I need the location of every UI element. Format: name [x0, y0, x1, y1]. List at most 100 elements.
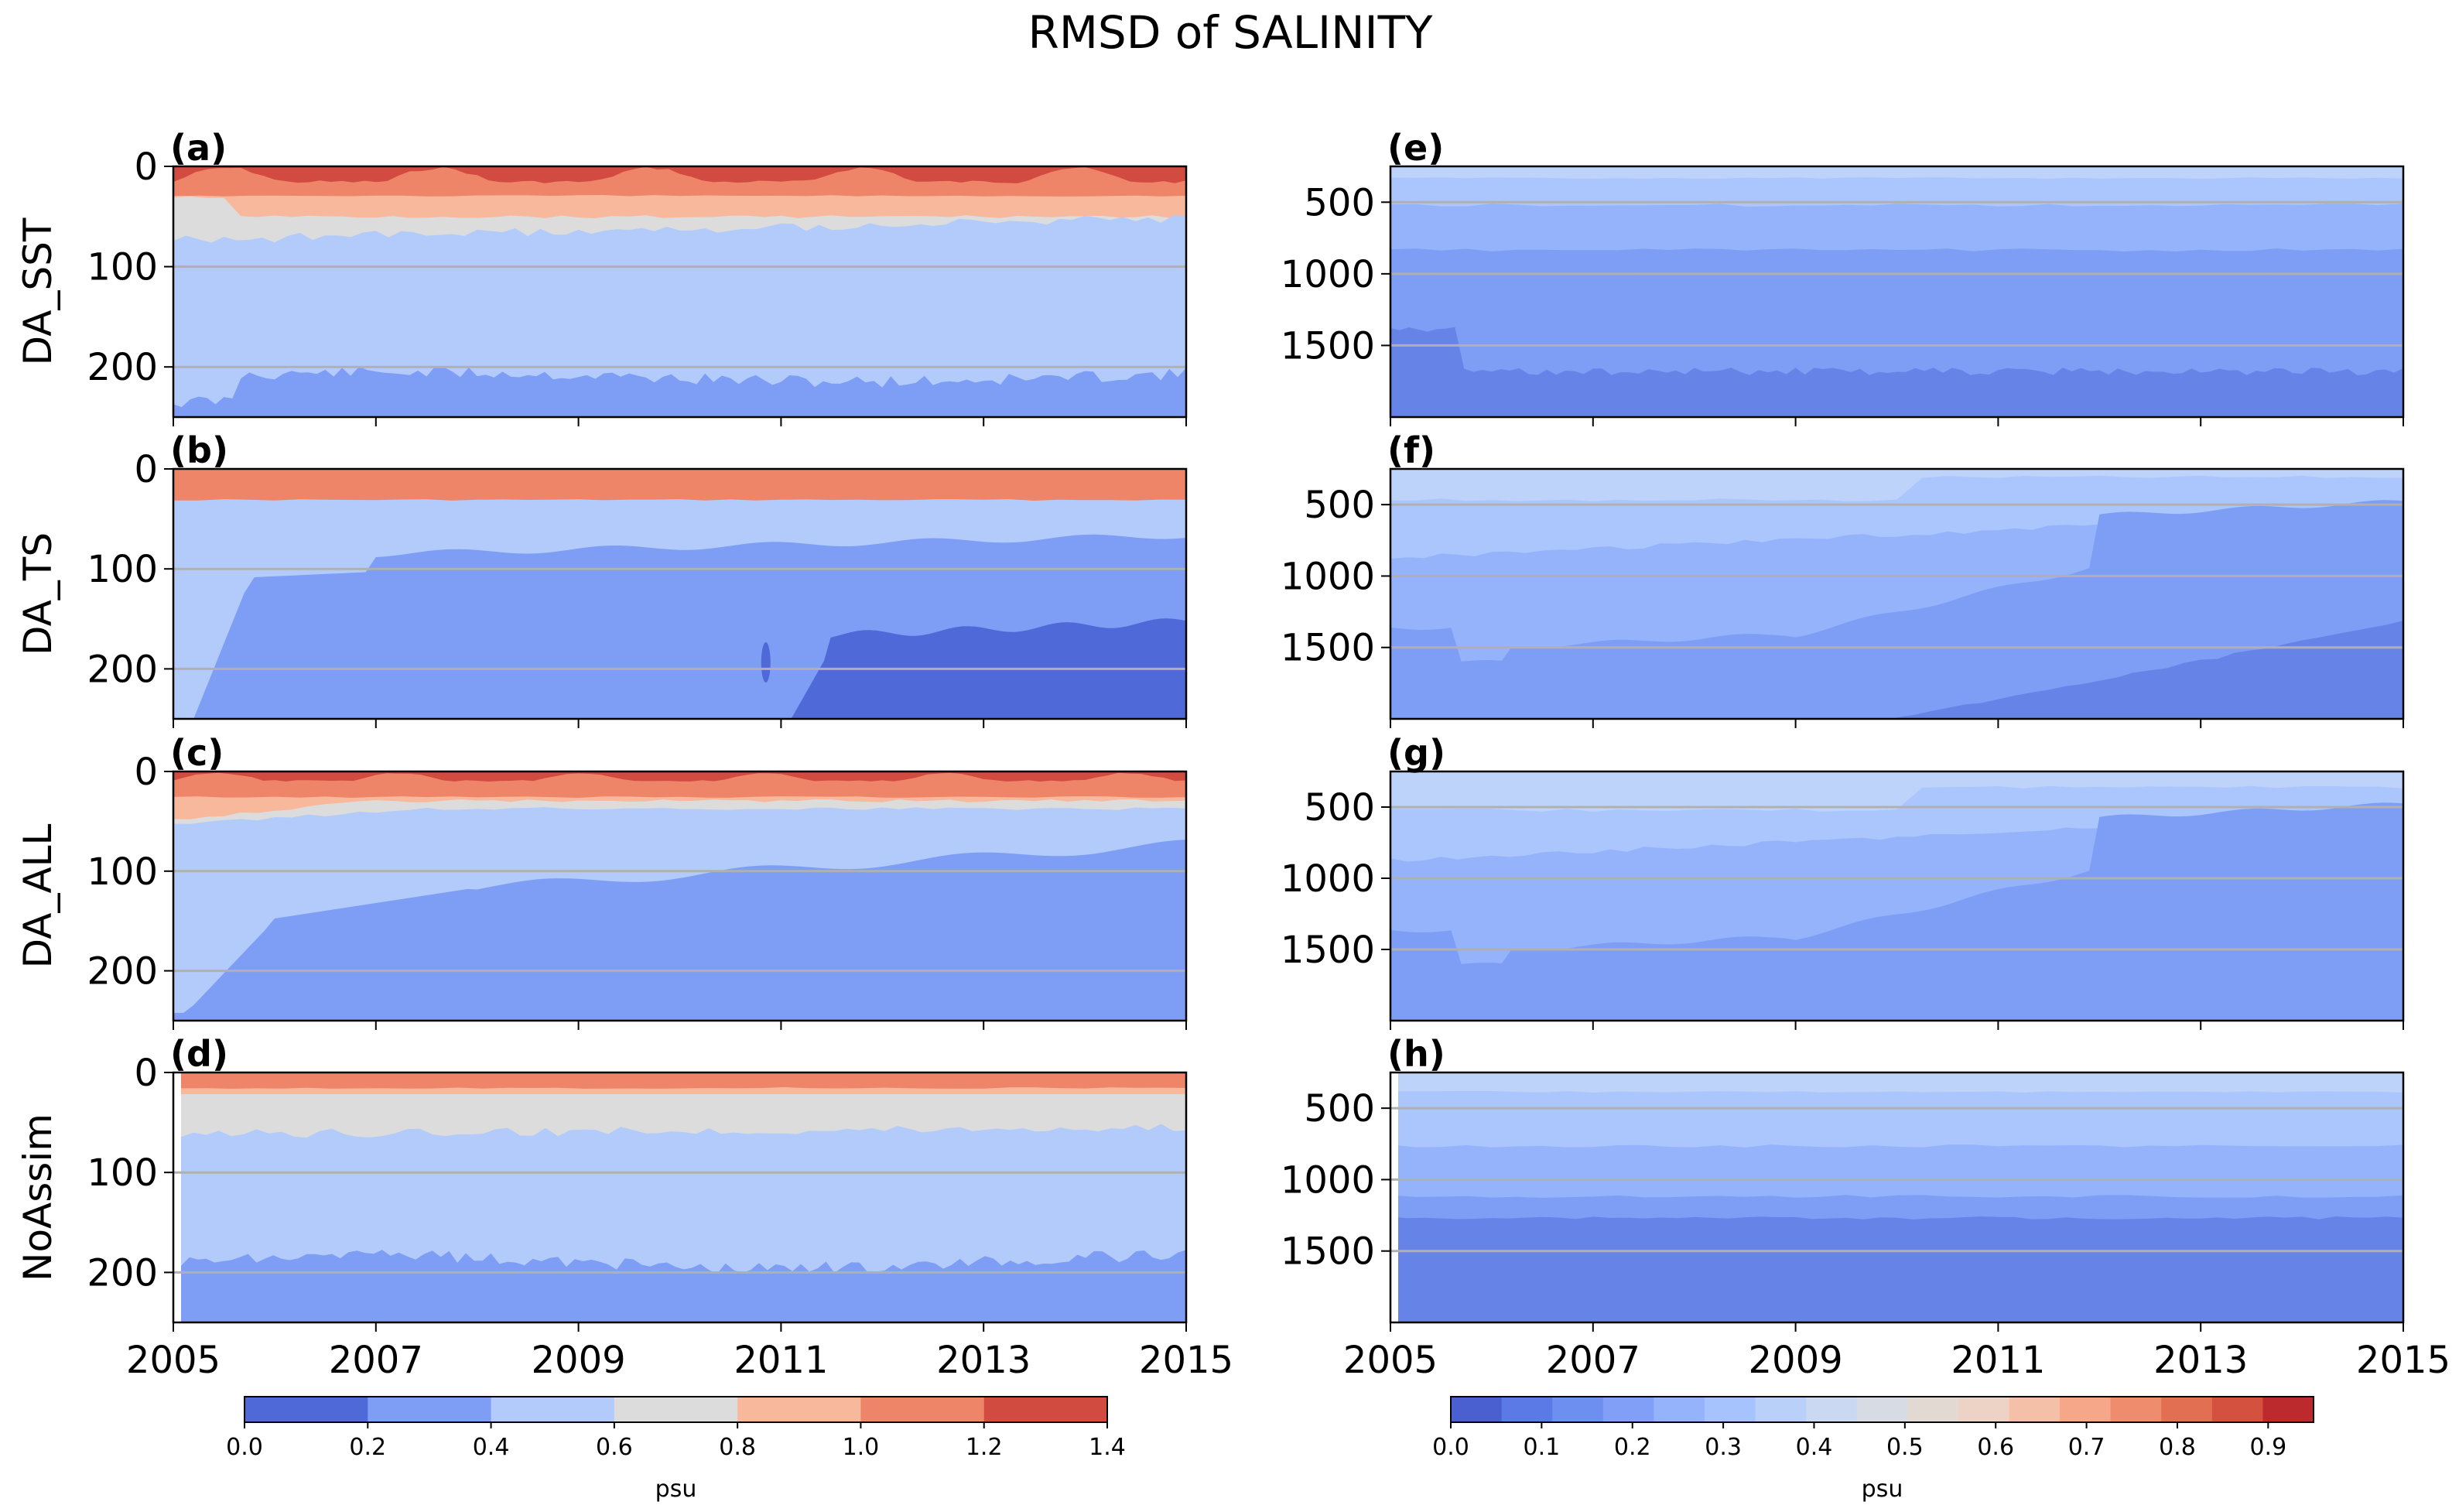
colorbar-tick-label: 0.4 [1796, 1434, 1833, 1461]
x-tick-label: 2015 [2356, 1339, 2450, 1382]
colorbar-swatch [2060, 1397, 2112, 1422]
x-tick-label: 2009 [532, 1339, 626, 1382]
band-0.20-0.25 [1390, 802, 2403, 1021]
axes-frame [1389, 1071, 2405, 1324]
row-label: DA_ALL [15, 823, 60, 968]
colorbar-swatch [1501, 1397, 1553, 1422]
panel-a: 0 100 200 (a) DA_SST [15, 127, 1188, 426]
colorbar-tick-label: 0.2 [349, 1434, 386, 1461]
colorbar-swatch [1451, 1397, 1503, 1422]
colorbar-tick-label: 0.4 [473, 1434, 510, 1461]
band-0.2-0.4 [173, 366, 1186, 417]
band-blob [761, 642, 771, 682]
panel-letter: (c) [170, 732, 224, 774]
panel-fill [173, 771, 1186, 1021]
y-tick-label: 100 [87, 1151, 158, 1195]
colorbar-swatch [368, 1397, 492, 1422]
colorbar-swatch [1602, 1397, 1654, 1422]
colorbar-swatch [1907, 1397, 1959, 1422]
panel-letter: (g) [1387, 732, 1445, 774]
row-label: DA_TS [15, 532, 60, 655]
colorbar-tick-label: 0.7 [2068, 1434, 2105, 1461]
panels: 0 100 200 (a) DA_SST 0 100 200 (b) DA_TS 0 100 200 (c… [15, 127, 2450, 1382]
panel-fill [173, 166, 1186, 417]
axes-frame [1389, 165, 2405, 419]
panel-b: 0 100 200 (b) DA_TS [15, 429, 1188, 728]
colorbar-label: psu [1862, 1476, 1903, 1503]
colorbar-tick-label: 0.2 [1614, 1434, 1651, 1461]
panel-letter: (a) [170, 127, 227, 169]
panel-fill [173, 469, 1186, 719]
colorbar-tick-label: 1.4 [1089, 1434, 1126, 1461]
colorbar-swatch [614, 1397, 738, 1422]
colorbar-swatch [860, 1397, 985, 1422]
colorbar-tick-label: 0.5 [1886, 1434, 1924, 1461]
colorbar-left: 0.0 0.2 0.4 0.6 0.8 1.0 1.2 1.4 psu [226, 1396, 1126, 1503]
y-tick-label: 200 [87, 648, 158, 691]
x-tick-label: 2013 [2153, 1339, 2248, 1382]
axes-frame [172, 165, 1188, 419]
y-tick-label: 500 [1304, 484, 1375, 527]
panel-letter: (b) [170, 429, 228, 471]
y-tick-label: 0 [134, 145, 158, 189]
y-tick-label: 0 [134, 448, 158, 491]
panel-d: 0 100 200 2005 2007 2009 2011 2013 2015 (d) NoAssi… [15, 1033, 1233, 1382]
colorbar-tick-label: 1.0 [843, 1434, 880, 1461]
band-0.2-0.4 [173, 840, 1186, 1021]
colorbar-tick-label: 0.0 [226, 1434, 263, 1461]
colorbar-swatch [1755, 1397, 1807, 1422]
y-tick-label: 0 [134, 751, 158, 794]
x-tick-label: 2015 [1139, 1339, 1233, 1382]
colorbar-tick-label: 0.8 [719, 1434, 756, 1461]
x-tick-label: 2013 [936, 1339, 1031, 1382]
y-tick-label: 200 [87, 950, 158, 994]
colorbar-swatch [2211, 1397, 2263, 1422]
colorbar-frame [244, 1396, 1108, 1423]
colorbar-swatch [491, 1397, 615, 1422]
colorbar-tick-label: 0.0 [1432, 1434, 1469, 1461]
colorbar-tick-label: 0.9 [2249, 1434, 2286, 1461]
colorbar-tick-label: 0.3 [1705, 1434, 1742, 1461]
panel-fill [1390, 771, 2403, 1021]
band-0.15-0.20 [1390, 1216, 2403, 1322]
x-tick-label: 2011 [734, 1339, 828, 1382]
row-label: NoAssim [15, 1113, 60, 1281]
colorbar-label: psu [655, 1476, 697, 1503]
row-label: DA_SST [15, 217, 60, 365]
y-tick-label: 500 [1304, 1087, 1375, 1131]
band-gap [1390, 1072, 1398, 1322]
panel-g: 500 1000 1500 (g) [1281, 732, 2405, 1030]
axes-frame [1389, 467, 2405, 720]
colorbar-swatch [2009, 1397, 2061, 1422]
colorbar-right: 0.0 0.1 0.2 0.3 0.4 0.5 0.6 0.7 0.8 0.9 psu [1432, 1396, 2314, 1503]
panel-f: 500 1000 1500 (f) [1281, 429, 2405, 728]
figure-title: RMSD of SALINITY [1028, 6, 1434, 59]
y-tick-label: 1000 [1281, 1158, 1375, 1202]
colorbar-swatch [1958, 1397, 2009, 1422]
band-0.2-0.4 [181, 1250, 1186, 1322]
band-0.15-0.20 [1390, 621, 2403, 719]
x-tick-label: 2007 [1546, 1339, 1640, 1382]
y-tick-label: 1500 [1281, 324, 1375, 368]
x-tick-label: 2005 [126, 1339, 221, 1382]
y-tick-label: 1500 [1281, 627, 1375, 670]
band-0.6-0.8 [181, 1094, 1186, 1138]
colorbar-swatch [1704, 1397, 1756, 1422]
y-tick-label: 500 [1304, 181, 1375, 224]
panel-letter: (d) [170, 1033, 228, 1075]
panel-fill [173, 1072, 1186, 1322]
colorbar-tick-label: 0.8 [2159, 1434, 2196, 1461]
band-0.20-0.25 [1390, 500, 2403, 719]
colorbar-swatch [1654, 1397, 1705, 1422]
y-tick-label: 200 [87, 346, 158, 389]
colorbar-swatch [1806, 1397, 1858, 1422]
panel-fill [1390, 166, 2403, 417]
y-tick-label: 100 [87, 850, 158, 894]
axes-frame [172, 1071, 1188, 1324]
panel-letter: (e) [1387, 127, 1444, 169]
band-0.15-0.20 [1390, 327, 2403, 417]
y-tick-label: 1000 [1281, 555, 1375, 598]
colorbar-frame [1450, 1396, 2314, 1423]
colorbar-swatch [2161, 1397, 2213, 1422]
panel-c: 0 100 200 (c) DA_ALL [15, 732, 1188, 1030]
